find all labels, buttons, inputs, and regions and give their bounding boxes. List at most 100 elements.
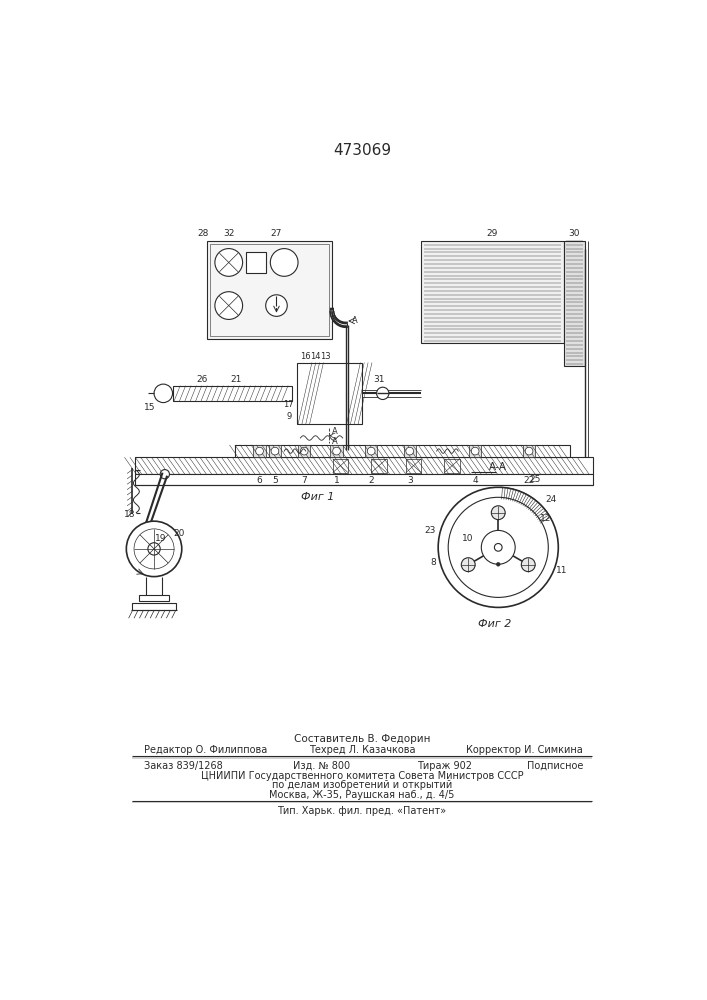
Text: 31: 31: [373, 375, 385, 384]
Circle shape: [266, 295, 287, 316]
Text: А-А: А-А: [489, 462, 507, 472]
Text: 4: 4: [472, 476, 478, 485]
Text: Фиг 1: Фиг 1: [300, 492, 334, 502]
Text: 25: 25: [530, 475, 541, 484]
Text: Составитель В. Федорин: Составитель В. Федорин: [293, 734, 430, 744]
Bar: [139, 595, 170, 601]
Circle shape: [134, 529, 174, 569]
Text: 6: 6: [257, 476, 262, 485]
Text: 3: 3: [407, 476, 413, 485]
Bar: [469, 445, 481, 457]
Text: 5: 5: [272, 476, 278, 485]
Text: 30: 30: [568, 229, 580, 238]
Bar: [444, 459, 460, 473]
Circle shape: [472, 447, 479, 455]
Circle shape: [448, 497, 549, 597]
Text: 28: 28: [198, 229, 209, 238]
Text: 14: 14: [310, 352, 321, 361]
Bar: [333, 459, 348, 473]
Circle shape: [256, 447, 264, 455]
Text: 22: 22: [523, 476, 534, 485]
Text: A: A: [332, 427, 338, 436]
Circle shape: [333, 447, 340, 455]
Circle shape: [160, 470, 170, 479]
Wedge shape: [500, 487, 551, 525]
Text: Корректор И. Симкина: Корректор И. Симкина: [466, 745, 583, 755]
Text: 29: 29: [486, 229, 498, 238]
Bar: [523, 445, 535, 457]
Circle shape: [491, 506, 506, 520]
Text: 2: 2: [368, 476, 374, 485]
Text: 24: 24: [545, 495, 556, 504]
Text: Тип. Харьк. фил. пред. «Патент»: Тип. Харьк. фил. пред. «Патент»: [277, 806, 447, 816]
Text: 23: 23: [425, 526, 436, 535]
Bar: [207, 241, 332, 339]
Circle shape: [271, 447, 279, 455]
Circle shape: [406, 447, 414, 455]
Text: Тираж 902: Тираж 902: [417, 761, 472, 771]
Circle shape: [377, 387, 389, 400]
Text: Москва, Ж-35, Раушская наб., д. 4/5: Москва, Ж-35, Раушская наб., д. 4/5: [269, 790, 455, 800]
Text: 19: 19: [154, 534, 166, 543]
Circle shape: [521, 558, 535, 572]
Bar: [404, 445, 416, 457]
Text: 20: 20: [173, 529, 185, 538]
Circle shape: [127, 521, 182, 577]
Text: Подписное: Подписное: [527, 761, 583, 771]
Bar: [298, 445, 310, 457]
Text: 16: 16: [300, 352, 311, 361]
Circle shape: [461, 558, 475, 572]
Bar: [135, 457, 593, 474]
Text: Фиг 2: Фиг 2: [478, 619, 511, 629]
Bar: [173, 386, 292, 401]
Text: 18: 18: [124, 510, 136, 519]
Bar: [365, 445, 378, 457]
Text: 17: 17: [284, 400, 294, 409]
Circle shape: [215, 292, 243, 319]
Bar: [563, 241, 585, 366]
Bar: [210, 244, 329, 336]
Bar: [371, 459, 387, 473]
Text: 1: 1: [334, 476, 339, 485]
Bar: [253, 445, 266, 457]
Bar: [296, 363, 362, 424]
Text: 11: 11: [556, 566, 567, 575]
Text: 32: 32: [223, 229, 235, 238]
Bar: [246, 252, 266, 273]
Circle shape: [215, 249, 243, 276]
Text: 15: 15: [144, 403, 155, 412]
Bar: [135, 474, 593, 485]
Circle shape: [438, 487, 559, 607]
Text: 26: 26: [196, 375, 207, 384]
Text: 27: 27: [271, 229, 282, 238]
Bar: [235, 445, 570, 457]
Text: 12: 12: [540, 514, 551, 523]
Circle shape: [494, 543, 502, 551]
Text: 8: 8: [430, 558, 436, 567]
Text: 473069: 473069: [333, 143, 391, 158]
Text: Заказ 839/1268: Заказ 839/1268: [144, 761, 223, 771]
Bar: [406, 459, 421, 473]
Text: A: A: [332, 437, 338, 446]
Circle shape: [300, 447, 308, 455]
Circle shape: [148, 543, 160, 555]
Bar: [421, 241, 563, 343]
Bar: [132, 603, 175, 610]
Bar: [330, 445, 343, 457]
Text: 10: 10: [462, 534, 473, 543]
Text: Техред Л. Казачкова: Техред Л. Казачкова: [309, 745, 415, 755]
Text: 7: 7: [301, 476, 307, 485]
Circle shape: [368, 447, 375, 455]
Text: по делам изобретений и открытий: по делам изобретений и открытий: [271, 780, 452, 790]
Circle shape: [481, 530, 515, 564]
Circle shape: [270, 249, 298, 276]
Circle shape: [496, 562, 500, 566]
Bar: [269, 445, 281, 457]
Text: 9: 9: [286, 412, 291, 421]
Text: Редактор О. Филиппова: Редактор О. Филиппова: [144, 745, 267, 755]
Circle shape: [154, 384, 173, 403]
Text: 21: 21: [230, 375, 242, 384]
Text: 13: 13: [320, 352, 330, 361]
Text: Изд. № 800: Изд. № 800: [293, 761, 350, 771]
Text: ЦНИИПИ Государственного комитета Совета Министров СССР: ЦНИИПИ Государственного комитета Совета …: [201, 771, 523, 781]
